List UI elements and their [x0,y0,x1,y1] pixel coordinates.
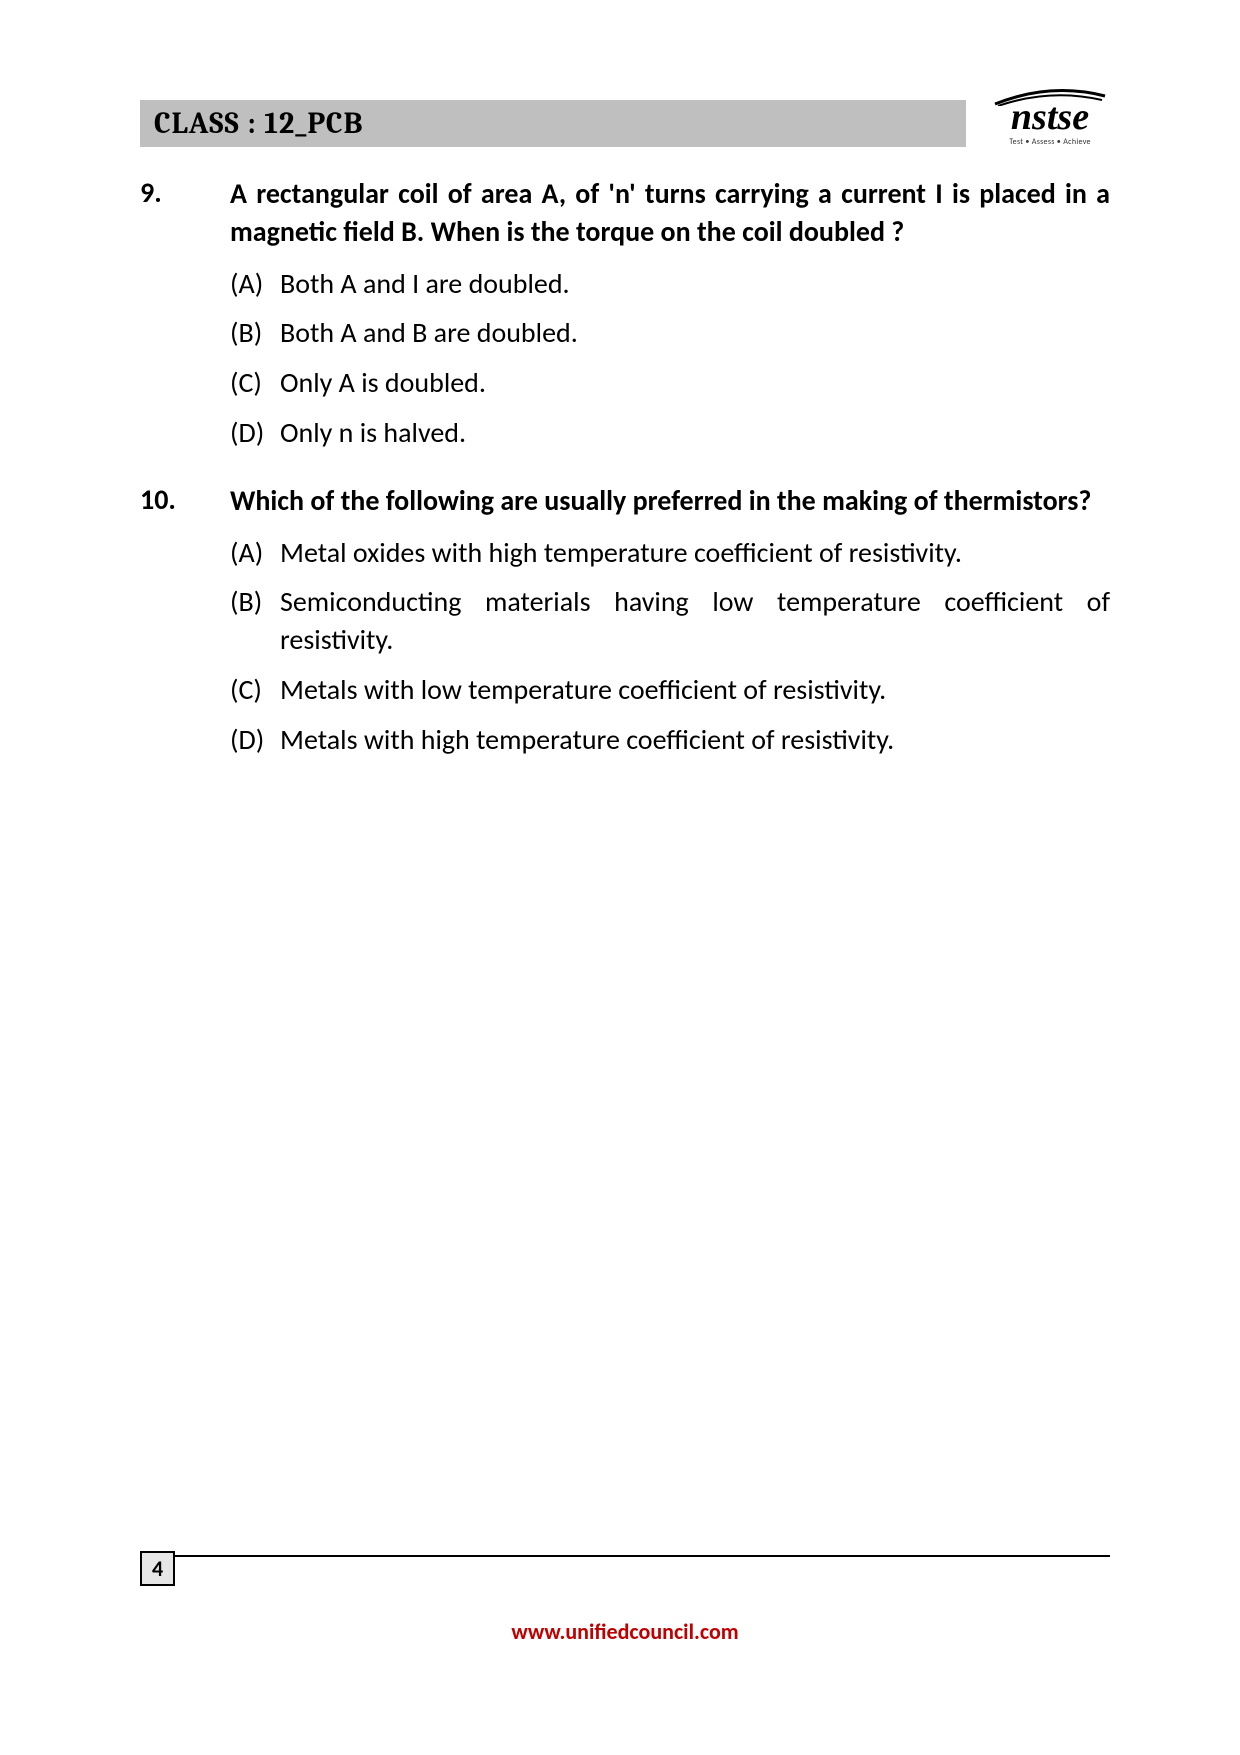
option-b: (B) Semiconducting materials having low … [230,583,1110,659]
option-b: (B) Both A and B are doubled. [230,314,1110,352]
option-label: (A) [230,534,280,572]
header-row: CLASS : 12_PCB nstse Test • Assess • Ach… [140,100,1110,147]
option-text: Only A is doubled. [280,364,1110,402]
option-label: (D) [230,721,280,759]
option-label: (C) [230,671,280,709]
question-body: Which of the following are usually prefe… [230,482,1110,771]
class-label-bar: CLASS : 12_PCB [140,100,966,147]
logo-swoosh-icon [990,86,1110,106]
logo-box: nstse Test • Assess • Achieve [990,100,1110,146]
class-label-text: CLASS : 12_PCB [154,106,363,141]
footer-url: www.unifiedcouncil.com [140,1618,1110,1645]
question-text: Which of the following are usually prefe… [230,482,1110,520]
option-c: (C) Only A is doubled. [230,364,1110,402]
option-text: Only n is halved. [280,414,1110,452]
option-label: (B) [230,314,280,352]
option-text: Both A and B are doubled. [280,314,1110,352]
question-body: A rectangular coil of area A, of 'n' tur… [230,175,1110,464]
exam-page: CLASS : 12_PCB nstse Test • Assess • Ach… [0,0,1240,1755]
questions-container: 9. A rectangular coil of area A, of 'n' … [140,175,1110,771]
option-d: (D) Only n is halved. [230,414,1110,452]
option-text: Both A and I are doubled. [280,265,1110,303]
question-text: A rectangular coil of area A, of 'n' tur… [230,175,1110,251]
question-number: 10. [140,482,230,771]
nstse-logo: nstse [990,100,1110,134]
option-text: Semiconducting materials having low temp… [280,583,1110,659]
option-label: (B) [230,583,280,659]
page-footer: 4 www.unifiedcouncil.com [140,1555,1110,1645]
option-a: (A) Both A and I are doubled. [230,265,1110,303]
page-number: 4 [152,1555,163,1582]
option-text: Metals with low temperature coefficient … [280,671,1110,709]
question-number: 9. [140,175,230,464]
page-number-box: 4 [140,1551,175,1586]
option-text: Metals with high temperature coefficient… [280,721,1110,759]
option-c: (C) Metals with low temperature coeffici… [230,671,1110,709]
option-label: (C) [230,364,280,402]
option-label: (D) [230,414,280,452]
option-text: Metal oxides with high temperature coeff… [280,534,1110,572]
option-a: (A) Metal oxides with high temperature c… [230,534,1110,572]
question-9: 9. A rectangular coil of area A, of 'n' … [140,175,1110,464]
option-d: (D) Metals with high temperature coeffic… [230,721,1110,759]
option-label: (A) [230,265,280,303]
question-10: 10. Which of the following are usually p… [140,482,1110,771]
footer-divider [140,1555,1110,1557]
